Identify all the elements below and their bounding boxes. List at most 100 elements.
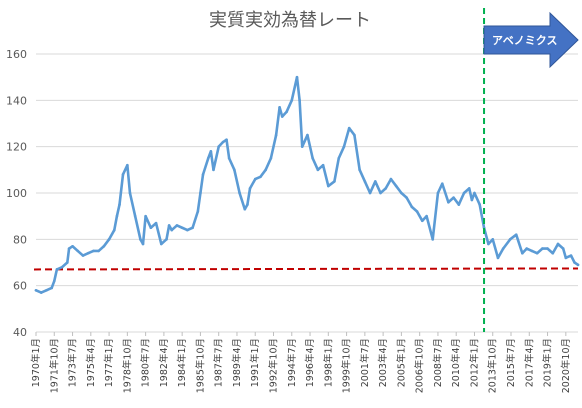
x-tick-label: 1975年4月 xyxy=(85,338,97,387)
data-point xyxy=(514,233,518,236)
data-point xyxy=(264,168,267,172)
data-point xyxy=(128,191,132,195)
data-point xyxy=(144,214,147,218)
data-point xyxy=(363,180,367,183)
data-point xyxy=(353,133,356,137)
data-point xyxy=(487,242,490,246)
x-tick-label: 1985年10月 xyxy=(194,338,206,393)
y-tick-label: 80 xyxy=(13,233,27,246)
x-tick-label: 1973年7月 xyxy=(67,338,79,387)
data-point xyxy=(556,242,560,246)
data-point xyxy=(576,263,580,267)
reference-line xyxy=(33,267,579,271)
data-point xyxy=(316,168,320,172)
y-tick-label: 160 xyxy=(6,48,27,61)
abenomics-marker: アベノミクス xyxy=(483,8,579,332)
data-point xyxy=(209,150,213,153)
data-point xyxy=(327,184,330,188)
data-point xyxy=(321,163,325,167)
data-point xyxy=(295,75,299,79)
data-point xyxy=(175,224,179,227)
data-point xyxy=(470,198,474,202)
data-point xyxy=(410,205,414,209)
data-point xyxy=(217,145,220,148)
data-point xyxy=(290,99,294,102)
data-point xyxy=(384,187,388,190)
x-tick-label: 2019年1月 xyxy=(542,338,554,387)
data-point xyxy=(206,156,210,160)
data-point xyxy=(253,177,257,181)
x-tick-label: 1999年10月 xyxy=(341,338,353,393)
data-point xyxy=(167,224,171,227)
x-tick-label: 1987年7月 xyxy=(213,338,225,387)
data-point xyxy=(285,110,288,114)
data-point xyxy=(491,238,495,241)
data-point xyxy=(66,261,69,264)
data-point xyxy=(447,200,450,204)
x-tick-label: 1982年4月 xyxy=(158,338,170,387)
data-point xyxy=(67,247,71,250)
x-tick-label: 1978年10月 xyxy=(121,338,133,393)
x-tick-label: 2008年7月 xyxy=(432,338,444,387)
data-point xyxy=(81,254,85,257)
x-tick-label: 1994年7月 xyxy=(286,338,298,387)
data-point xyxy=(199,191,202,195)
data-point xyxy=(278,105,281,109)
data-point xyxy=(496,256,500,260)
y-tick-label: 100 xyxy=(6,187,27,200)
x-tick-label: 2012年1月 xyxy=(468,338,480,387)
data-point xyxy=(112,228,116,232)
data-point xyxy=(379,191,382,195)
data-point xyxy=(389,177,393,181)
data-point xyxy=(358,168,361,172)
data-point xyxy=(71,244,74,248)
data-point xyxy=(227,156,231,160)
data-point xyxy=(337,156,341,160)
data-point xyxy=(300,145,304,148)
data-point xyxy=(478,203,481,206)
x-tick-label: 2005年1月 xyxy=(395,338,407,387)
data-point xyxy=(225,138,228,142)
data-point xyxy=(342,145,346,148)
data-point xyxy=(86,251,90,255)
data-point xyxy=(440,182,444,186)
data-point xyxy=(561,247,565,250)
x-tick-label: 1996年4月 xyxy=(304,338,316,387)
data-point xyxy=(154,221,158,225)
data-point xyxy=(525,247,528,250)
data-point xyxy=(306,133,309,137)
data-point xyxy=(546,247,549,250)
x-tick-label: 2010年4月 xyxy=(450,338,462,387)
x-tick-label: 2017年4月 xyxy=(523,338,535,387)
data-point xyxy=(180,226,184,230)
data-point xyxy=(298,99,301,102)
data-point xyxy=(45,289,48,292)
x-tick-label: 1970年1月 xyxy=(30,338,42,387)
data-point xyxy=(165,238,168,241)
data-point xyxy=(39,291,43,294)
data-point xyxy=(76,249,80,253)
data-point xyxy=(133,214,137,218)
reference-line-group xyxy=(33,267,579,271)
y-tick-label: 40 xyxy=(13,326,27,339)
series-line xyxy=(34,75,580,294)
data-point xyxy=(126,163,129,167)
data-point xyxy=(50,286,53,290)
y-tick-label: 60 xyxy=(13,280,27,293)
data-point xyxy=(564,256,568,260)
x-tick-label: 2001年7月 xyxy=(359,338,371,387)
x-tick-label: 1998年1月 xyxy=(322,338,334,387)
data-point xyxy=(311,156,314,160)
data-point xyxy=(274,133,278,137)
data-point xyxy=(107,238,111,241)
data-point xyxy=(535,251,539,255)
x-tick-label: 1992年10月 xyxy=(268,338,280,393)
grid-lines xyxy=(36,53,578,333)
x-tick-label: 1991年1月 xyxy=(249,338,261,387)
data-point xyxy=(34,289,38,292)
data-point xyxy=(462,191,466,195)
data-point xyxy=(248,187,252,190)
data-point xyxy=(467,187,471,190)
series-group xyxy=(34,75,580,294)
